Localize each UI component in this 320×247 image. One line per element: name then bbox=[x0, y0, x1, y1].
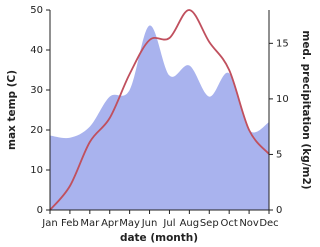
y2-tick-label: 5 bbox=[276, 149, 282, 160]
x-tick-label: Oct bbox=[221, 218, 238, 229]
y2-tick-label: 15 bbox=[276, 38, 289, 49]
y2-axis-label: med. precipitation (kg/m2) bbox=[300, 30, 312, 189]
y-tick-label: 30 bbox=[30, 85, 43, 96]
x-tick-label: Nov bbox=[239, 218, 259, 229]
x-tick-label: May bbox=[119, 218, 140, 229]
x-axis-label: date (month) bbox=[120, 232, 198, 244]
x-tick-label: Jun bbox=[141, 218, 158, 229]
x-tick-label: Jul bbox=[162, 218, 175, 229]
y-tick-label: 50 bbox=[30, 5, 43, 16]
y-tick-label: 20 bbox=[30, 125, 43, 136]
x-tick-label: Aug bbox=[180, 218, 200, 229]
y2-tick-label: 0 bbox=[276, 205, 282, 216]
y-tick-label: 40 bbox=[30, 45, 43, 56]
x-tick-label: Dec bbox=[259, 218, 278, 229]
x-tick-label: Apr bbox=[101, 218, 119, 229]
x-tick-label: Feb bbox=[61, 218, 79, 229]
y-tick-label: 10 bbox=[30, 165, 43, 176]
x-tick-label: Mar bbox=[80, 218, 100, 229]
precipitation-area bbox=[50, 25, 269, 210]
temperature-line bbox=[49, 9, 270, 211]
y-axis-label: max temp (C) bbox=[6, 70, 18, 150]
y2-tick-label: 10 bbox=[276, 94, 289, 105]
x-tick-label: Sep bbox=[200, 218, 219, 229]
x-tick-label: Jan bbox=[41, 218, 57, 229]
y-tick-label: 0 bbox=[37, 205, 43, 216]
